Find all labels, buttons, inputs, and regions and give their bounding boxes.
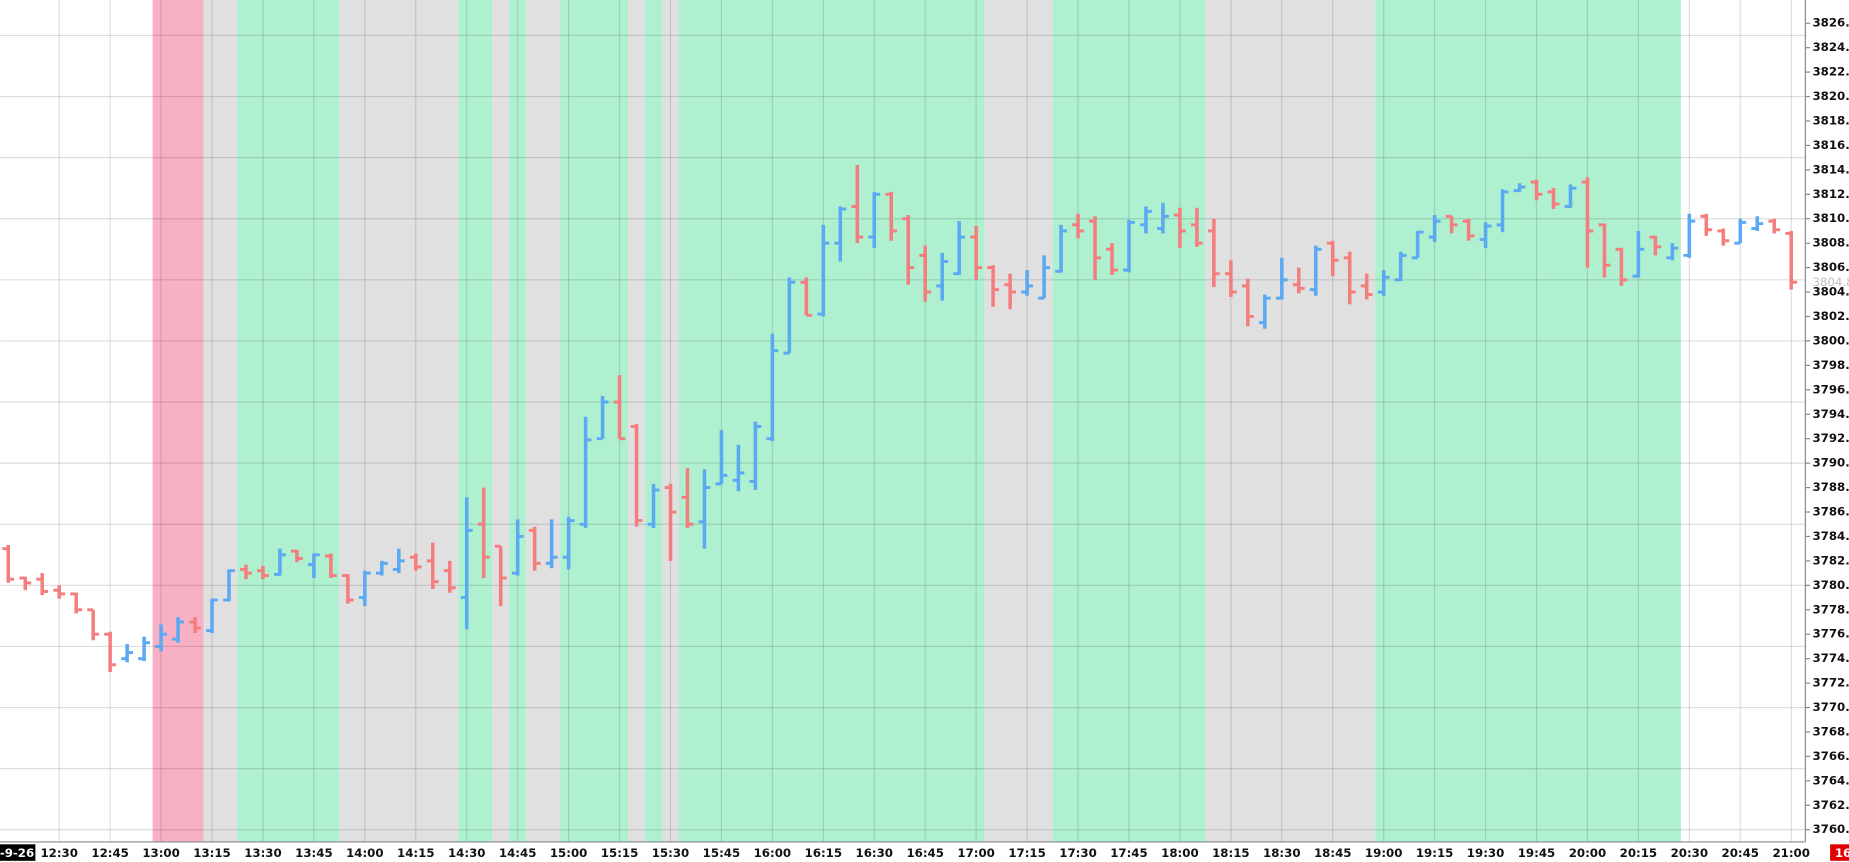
x-tick-label: 14:30: [448, 846, 486, 860]
y-tick-label: 3792.0: [1812, 431, 1849, 445]
x-tick-label: 15:00: [550, 846, 588, 860]
y-tick-label: 3780.0: [1812, 578, 1849, 592]
x-tick-label: 20:45: [1722, 846, 1760, 860]
y-tick-label: 3782.0: [1812, 553, 1849, 567]
y-tick-label: 3794.0: [1812, 407, 1849, 421]
session-band: [237, 0, 340, 842]
date-box: [0, 844, 36, 861]
y-tick-label: 3820.0: [1812, 89, 1849, 103]
y-tick-label: 3806.0: [1812, 260, 1849, 274]
x-tick-label: 18:15: [1212, 846, 1250, 860]
y-tick-label: 3762.0: [1812, 798, 1849, 812]
last-price-label: 3804.8: [1812, 275, 1849, 289]
date-label: 25-9-26: [0, 846, 34, 860]
y-tick-label: 3810.0: [1812, 211, 1849, 225]
x-tick-label: 19:30: [1467, 846, 1505, 860]
x-tick-label: 19:15: [1416, 846, 1454, 860]
x-tick-label: 15:30: [652, 846, 690, 860]
y-tick-label: 3790.0: [1812, 456, 1849, 470]
x-tick-label: 16:15: [805, 846, 843, 860]
session-band: [1205, 0, 1376, 842]
session-band: [152, 0, 204, 842]
x-tick-label: 13:15: [193, 846, 231, 860]
y-tick-label: 3768.0: [1812, 724, 1849, 738]
session-band: [509, 0, 527, 842]
x-tick-label: 17:15: [1008, 846, 1046, 860]
y-tick-label: 3816.0: [1812, 138, 1849, 152]
status-label: 16: [1835, 846, 1849, 860]
x-tick-label: 17:00: [957, 846, 995, 860]
y-tick-label: 3814.0: [1812, 162, 1849, 176]
x-tick-label: 17:45: [1110, 846, 1148, 860]
y-tick-label: 3764.0: [1812, 773, 1849, 787]
y-tick-label: 3804.0: [1812, 285, 1849, 299]
x-tick-label: 13:30: [244, 846, 282, 860]
x-tick-label: 18:45: [1314, 846, 1352, 860]
y-tick-label: 3808.0: [1812, 236, 1849, 250]
y-tick-label: 3826.0: [1812, 16, 1849, 30]
session-band: [984, 0, 1053, 842]
y-tick-label: 3800.0: [1812, 333, 1849, 347]
x-tick-label: 14:00: [346, 846, 384, 860]
session-band: [560, 0, 629, 842]
x-tick-label: 20:00: [1569, 846, 1607, 860]
x-tick-label: 12:45: [91, 846, 129, 860]
y-tick-label: 3788.0: [1812, 480, 1849, 494]
x-tick-label: 19:45: [1518, 846, 1556, 860]
y-tick-label: 3786.0: [1812, 505, 1849, 519]
x-tick-label: 12:30: [40, 846, 78, 860]
y-tick-label: 3824.0: [1812, 40, 1849, 54]
y-tick-label: 3774.0: [1812, 651, 1849, 665]
session-band: [1375, 0, 1681, 842]
y-tick-label: 3812.0: [1812, 187, 1849, 201]
session-band: [645, 0, 663, 842]
session-band: [458, 0, 493, 842]
x-tick-label: 19:00: [1365, 846, 1403, 860]
x-tick-label: 16:30: [856, 846, 894, 860]
y-tick-label: 3776.0: [1812, 627, 1849, 641]
x-tick-label: 20:15: [1620, 846, 1658, 860]
y-tick-label: 3784.0: [1812, 529, 1849, 543]
x-tick-label: 21:00: [1772, 846, 1810, 860]
x-tick-label: 17:30: [1059, 846, 1097, 860]
x-tick-label: 15:15: [601, 846, 639, 860]
session-band: [662, 0, 679, 842]
x-tick-label: 14:45: [499, 846, 537, 860]
session-band: [492, 0, 510, 842]
price-axis-background: [1805, 0, 1849, 862]
x-tick-label: 16:00: [754, 846, 792, 860]
y-tick-label: 3772.0: [1812, 676, 1849, 690]
time-axis-background: [0, 841, 1849, 862]
session-band: [628, 0, 646, 842]
y-tick-label: 3822.0: [1812, 65, 1849, 79]
session-band: [526, 0, 561, 842]
y-tick-label: 3760.0: [1812, 822, 1849, 836]
x-tick-label: 16:45: [906, 846, 944, 860]
x-tick-label: 15:45: [703, 846, 741, 860]
status-box: [1830, 844, 1849, 861]
y-tick-label: 3798.0: [1812, 358, 1849, 372]
session-band: [1052, 0, 1206, 842]
x-tick-label: 13:45: [295, 846, 333, 860]
y-tick-label: 3766.0: [1812, 749, 1849, 763]
session-band: [678, 0, 985, 842]
y-tick-label: 3770.0: [1812, 700, 1849, 714]
y-tick-label: 3818.0: [1812, 113, 1849, 127]
y-tick-label: 3778.0: [1812, 602, 1849, 616]
x-tick-label: 14:15: [397, 846, 435, 860]
x-tick-label: 18:00: [1161, 846, 1199, 860]
x-tick-label: 13:00: [142, 846, 180, 860]
session-band: [339, 0, 459, 842]
y-tick-label: 3802.0: [1812, 309, 1849, 323]
x-tick-label: 18:30: [1263, 846, 1301, 860]
x-tick-label: 20:30: [1671, 846, 1709, 860]
y-tick-label: 3796.0: [1812, 382, 1849, 396]
session-band: [203, 0, 238, 842]
